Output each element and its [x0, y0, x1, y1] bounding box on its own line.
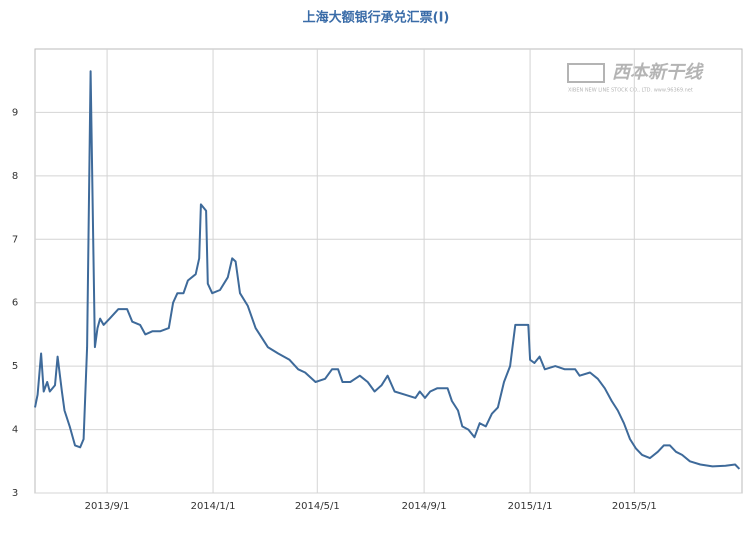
- x-tick-label: 2014/5/1: [295, 501, 340, 512]
- x-tick-label: 2015/1/1: [508, 501, 553, 512]
- y-tick-label: 3: [12, 488, 18, 499]
- y-tick-label: 9: [12, 107, 18, 118]
- x-tick-label: 2014/9/1: [402, 501, 447, 512]
- plot-frame: [34, 48, 743, 494]
- watermark-caption: XIBEN NEW LINE STOCK CO., LTD. www.96369…: [568, 88, 693, 94]
- y-tick-label: 5: [12, 361, 18, 372]
- chart-title: 上海大额银行承兑汇票(Ⅰ): [303, 10, 450, 26]
- x-tick-label: 2014/1/1: [191, 501, 236, 512]
- x-tick-label: 2013/9/1: [85, 501, 130, 512]
- y-tick-label: 8: [12, 171, 18, 182]
- watermark-icon: [567, 63, 605, 83]
- y-tick-label: 4: [12, 425, 18, 436]
- data-line: [34, 70, 741, 470]
- y-tick-label: 6: [12, 298, 18, 309]
- y-tick-label: 7: [12, 234, 18, 245]
- watermark-logo: 西本新干线: [612, 62, 704, 83]
- x-tick-label: 2015/5/1: [612, 501, 657, 512]
- watermark: 西本新干线 XIBEN NEW LINE STOCK CO., LTD. www…: [567, 62, 704, 94]
